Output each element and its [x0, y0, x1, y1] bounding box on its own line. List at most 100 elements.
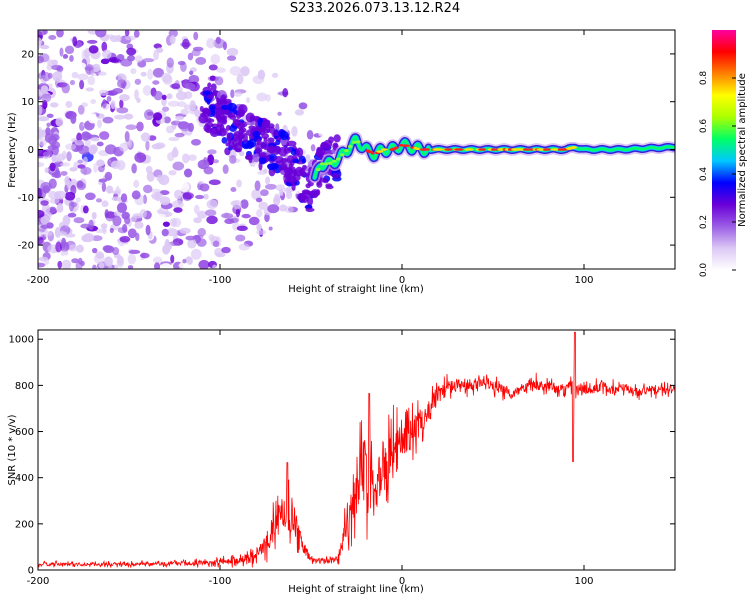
noise-blob	[40, 224, 51, 229]
ridge-hotspot	[348, 144, 353, 149]
ridge-dot	[206, 118, 215, 123]
noise-blob	[40, 85, 49, 93]
ridge-dot	[209, 127, 220, 138]
noise-blob	[55, 241, 62, 253]
noise-blob	[191, 138, 201, 146]
ridge-dot	[261, 126, 267, 132]
ridge-dot	[245, 153, 255, 161]
noise-blob	[271, 72, 279, 78]
x-tick-label: -100	[209, 275, 232, 286]
y-tick-label: 10	[21, 97, 34, 108]
noise-blob	[91, 112, 97, 119]
noise-blob	[104, 171, 113, 181]
noise-blob	[51, 64, 63, 71]
noise-blob	[305, 154, 311, 163]
noise-blob	[136, 97, 141, 103]
noise-blob	[175, 115, 185, 121]
ridge-hotspot	[356, 140, 361, 144]
noise-blob	[112, 215, 122, 227]
noise-blob	[81, 102, 88, 108]
spectrogram-plot-area	[38, 30, 675, 269]
noise-blob	[38, 209, 45, 218]
noise-blob	[47, 145, 58, 151]
noise-blob	[84, 192, 96, 201]
noise-blob	[40, 44, 50, 50]
noise-blob	[207, 149, 217, 155]
noise-blob	[256, 229, 267, 235]
ridge-dot	[286, 140, 297, 147]
noise-blob	[39, 138, 47, 147]
ridge-dot	[260, 141, 265, 150]
noise-blob	[134, 89, 139, 101]
noise-blob	[277, 111, 282, 116]
noise-blob	[145, 140, 150, 151]
ridge-dot	[301, 158, 307, 164]
noise-blob	[226, 47, 239, 57]
noise-blob	[221, 246, 231, 254]
noise-blob	[129, 73, 139, 78]
noise-blob	[235, 234, 246, 242]
noise-blob	[166, 57, 175, 68]
noise-blob	[147, 68, 154, 80]
noise-blob	[170, 120, 182, 126]
noise-blob	[97, 71, 107, 76]
ridge-dot	[331, 172, 340, 179]
ridge-dot	[287, 176, 297, 184]
colorbar: 0.0 0.2 0.4 0.6 0.8 Normalized spectral ampl…	[699, 30, 748, 277]
noise-blob	[51, 59, 58, 66]
noise-blob	[206, 215, 218, 225]
noise-blob	[87, 75, 96, 86]
noise-blob	[49, 162, 56, 172]
noise-blob	[150, 192, 160, 199]
noise-blob	[214, 76, 224, 86]
noise-blob	[140, 252, 150, 259]
noise-blob	[142, 58, 155, 63]
ridge-hotspot	[434, 148, 444, 151]
noise-blob	[172, 251, 182, 258]
noise-blob	[110, 100, 116, 109]
noise-blob	[90, 137, 100, 142]
noise-blob	[169, 35, 176, 45]
noise-blob	[182, 38, 190, 50]
noise-blob	[119, 99, 124, 109]
noise-blob	[38, 187, 42, 199]
noise-blob	[113, 264, 119, 269]
noise-blob	[251, 189, 262, 200]
noise-blob	[62, 54, 69, 59]
noise-blob	[265, 176, 271, 185]
noise-blob	[284, 205, 294, 214]
noise-blob	[69, 167, 78, 172]
noise-blob	[241, 213, 251, 219]
noise-blob	[256, 223, 262, 232]
ridge-dot	[258, 156, 267, 165]
noise-blob	[116, 202, 128, 214]
noise-blob	[38, 230, 44, 238]
noise-blob	[255, 209, 263, 218]
noise-blob	[111, 190, 121, 195]
noise-blob	[184, 82, 196, 90]
noise-blob	[64, 45, 75, 55]
ridge-dot	[201, 108, 211, 114]
noise-blob	[74, 139, 85, 146]
noise-blob	[91, 235, 103, 242]
noise-blob	[42, 151, 50, 157]
noise-blob	[165, 242, 173, 251]
noise-blob	[264, 183, 277, 190]
noise-blob	[38, 239, 45, 246]
noise-blob	[194, 109, 201, 118]
ridge-dot	[248, 125, 256, 130]
ridge-hotspot	[550, 148, 560, 151]
ridge-hotspot	[465, 148, 474, 151]
noise-blob	[306, 129, 314, 140]
noise-blob	[56, 30, 64, 38]
noise-blob	[134, 221, 144, 229]
ridge-dot	[240, 127, 247, 133]
ridge-hotspot	[352, 140, 357, 144]
noise-blob	[97, 119, 102, 129]
noise-blob	[82, 205, 89, 214]
noise-blob	[146, 111, 154, 116]
ridge-dot	[229, 124, 237, 132]
noise-blob	[48, 190, 57, 199]
